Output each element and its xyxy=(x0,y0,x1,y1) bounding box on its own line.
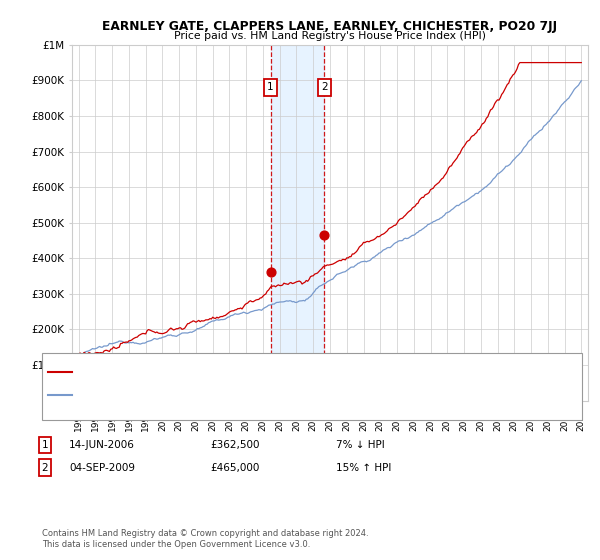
Text: £362,500: £362,500 xyxy=(210,440,260,450)
Text: 1: 1 xyxy=(41,440,49,450)
Text: HPI: Average price, detached house, Chichester: HPI: Average price, detached house, Chic… xyxy=(75,390,291,399)
Text: £465,000: £465,000 xyxy=(210,463,259,473)
Text: EARNLEY GATE, CLAPPERS LANE, EARNLEY, CHICHESTER, PO20 7JJ (detached house): EARNLEY GATE, CLAPPERS LANE, EARNLEY, CH… xyxy=(75,368,455,377)
Point xyxy=(266,267,275,276)
Text: 1: 1 xyxy=(267,82,274,92)
Text: Price paid vs. HM Land Registry's House Price Index (HPI): Price paid vs. HM Land Registry's House … xyxy=(174,31,486,41)
Text: 2: 2 xyxy=(321,82,328,92)
Text: 15% ↑ HPI: 15% ↑ HPI xyxy=(336,463,391,473)
Text: 7% ↓ HPI: 7% ↓ HPI xyxy=(336,440,385,450)
Text: Contains HM Land Registry data © Crown copyright and database right 2024.
This d: Contains HM Land Registry data © Crown c… xyxy=(42,529,368,549)
Text: 04-SEP-2009: 04-SEP-2009 xyxy=(69,463,135,473)
Text: EARNLEY GATE, CLAPPERS LANE, EARNLEY, CHICHESTER, PO20 7JJ: EARNLEY GATE, CLAPPERS LANE, EARNLEY, CH… xyxy=(103,20,557,32)
Bar xyxy=(271,45,325,400)
Text: 14-JUN-2006: 14-JUN-2006 xyxy=(69,440,135,450)
Point xyxy=(320,231,329,240)
Text: 2: 2 xyxy=(41,463,49,473)
